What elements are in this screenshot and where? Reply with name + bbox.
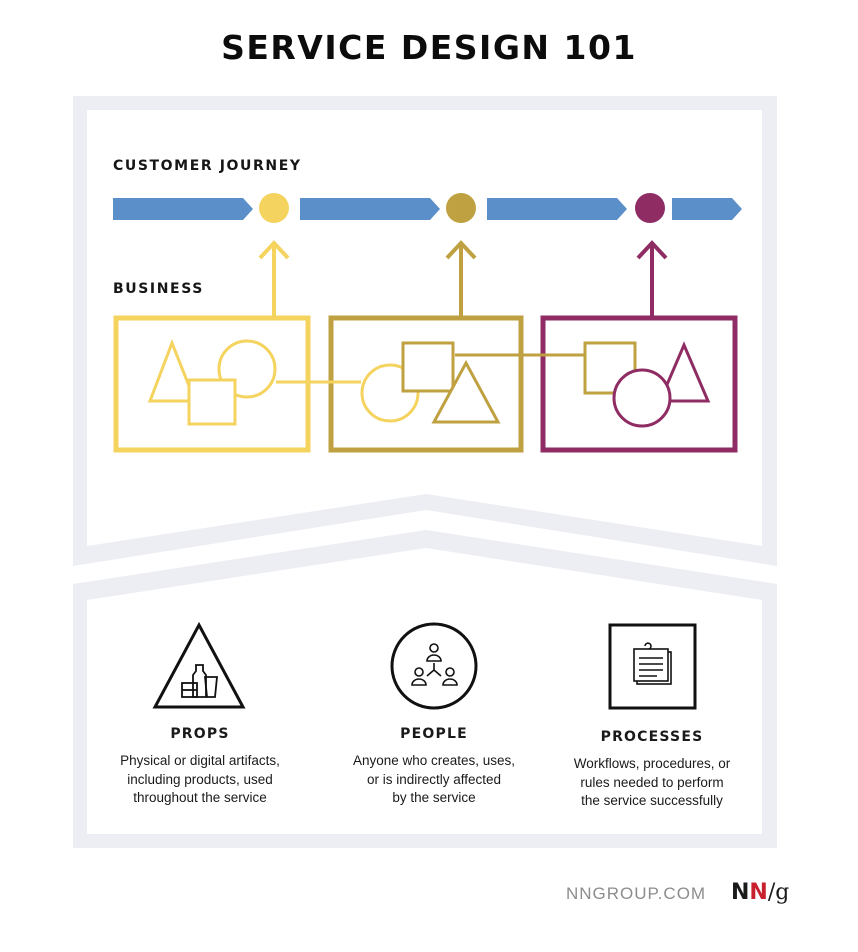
triangle-shape (147, 338, 198, 403)
journey-segment-4 (672, 198, 742, 220)
journey-segment-2 (300, 198, 440, 220)
box2-shapes (360, 341, 501, 424)
journey-segment-1 (113, 198, 253, 220)
nng-logo: NN/g (731, 880, 790, 905)
up-arrow-1 (258, 240, 290, 318)
business-label: BUSINESS (113, 281, 204, 297)
processes-square-icon (608, 623, 697, 710)
up-arrow-2 (445, 240, 477, 318)
top-panel-inner (87, 110, 762, 546)
people-circle-icon (390, 622, 478, 710)
processes-title: PROCESSES (600, 729, 704, 745)
props-triangle-icon (152, 621, 246, 709)
customer-journey-label: CUSTOMER JOURNEY (113, 158, 302, 174)
business-box-1 (113, 315, 311, 453)
triangle-shape (431, 359, 501, 424)
journey-segment-3 (487, 198, 627, 220)
page-title: SERVICE DESIGN 101 (221, 28, 637, 67)
touchpoint-2 (446, 193, 476, 223)
business-box-3 (540, 315, 738, 453)
props-description: Physical or digital artifacts, including… (120, 753, 280, 805)
triangle-shape (657, 341, 711, 403)
box1-shapes (147, 338, 277, 426)
footer-site-link[interactable]: NNGROUP.COM (566, 884, 707, 903)
people-column: PEOPLE Anyone who creates, uses, or is i… (324, 726, 544, 808)
journey-line (113, 198, 742, 220)
props-title: PROPS (170, 726, 230, 742)
square-shape (187, 378, 237, 426)
processes-description: Workflows, procedures, or rules needed t… (573, 756, 731, 808)
circle-shape (612, 368, 672, 428)
props-column: PROPS Physical or digital artifacts, inc… (90, 726, 310, 808)
touchpoint-3 (635, 193, 665, 223)
business-box-2 (328, 315, 524, 453)
people-description: Anyone who creates, uses, or is indirect… (352, 753, 516, 805)
up-arrow-3 (636, 240, 668, 318)
touchpoint-1 (259, 193, 289, 223)
bottom-panel-inner (87, 548, 762, 834)
box3-shapes (583, 341, 711, 428)
square-shape (401, 341, 455, 393)
processes-column: PROCESSES Workflows, procedures, or rule… (542, 729, 762, 811)
people-title: PEOPLE (400, 726, 468, 742)
